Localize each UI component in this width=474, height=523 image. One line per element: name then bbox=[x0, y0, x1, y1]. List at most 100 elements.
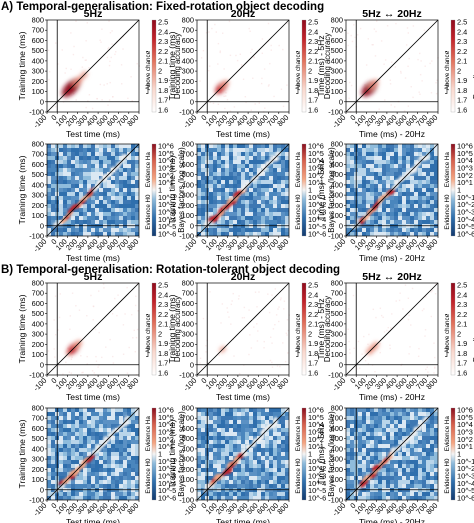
heatmap-cell bbox=[434, 476, 438, 480]
heatmap-cell bbox=[79, 172, 83, 176]
heatmap-cell bbox=[418, 408, 422, 412]
heatmap-cell bbox=[430, 408, 434, 412]
heatmap-cell bbox=[135, 148, 139, 152]
heatmap-cell bbox=[67, 228, 71, 232]
heatmap-cell bbox=[257, 204, 261, 208]
heatmap-cell bbox=[281, 156, 285, 160]
heatmap-cell bbox=[287, 352, 289, 354]
heatmap-cell bbox=[285, 164, 289, 168]
heatmap-cell bbox=[406, 160, 410, 164]
heatmap-cell bbox=[239, 53, 241, 56]
heatmap-cell bbox=[75, 212, 79, 216]
heatmap-cell bbox=[350, 84, 353, 87]
heatmap-cell bbox=[426, 196, 430, 200]
heatmap-cell bbox=[390, 432, 394, 436]
heatmap-cell bbox=[103, 212, 107, 216]
heatmap-cell bbox=[434, 356, 436, 359]
y-tick-label: 700 bbox=[331, 26, 343, 35]
heatmap-cell bbox=[422, 408, 426, 412]
heatmap-cell bbox=[281, 144, 285, 148]
heatmap-cell bbox=[67, 164, 71, 168]
heatmap-cell bbox=[115, 432, 119, 436]
heatmap-cell bbox=[47, 428, 51, 432]
heatmap-cell bbox=[63, 452, 67, 456]
diagonal-line bbox=[345, 407, 439, 501]
heatmap-cell bbox=[111, 152, 115, 156]
heatmap-cell bbox=[237, 232, 241, 236]
heatmap-cell bbox=[285, 448, 289, 452]
heatmap-cell bbox=[59, 208, 63, 212]
y-tick-label: 600 bbox=[32, 36, 44, 45]
heatmap-cell bbox=[127, 444, 131, 448]
heatmap-cell bbox=[115, 452, 119, 456]
column-title: 5Hz bbox=[84, 8, 103, 20]
heatmap-cell bbox=[265, 460, 269, 464]
colorbar-tick: 1.7 bbox=[158, 96, 168, 105]
heatmap-cell bbox=[123, 216, 127, 220]
heatmap-cell bbox=[197, 216, 201, 220]
heatmap-cell bbox=[265, 172, 269, 176]
heatmap-cell bbox=[350, 428, 354, 432]
heatmap-cell bbox=[265, 212, 269, 216]
heatmap-cell bbox=[253, 476, 257, 480]
heatmap-cell bbox=[99, 208, 103, 212]
heatmap-cell bbox=[63, 464, 67, 468]
heatmap-cell bbox=[394, 476, 398, 480]
heatmap-cell bbox=[51, 432, 55, 436]
heatmap-cell bbox=[346, 204, 350, 208]
heatmap-cell bbox=[67, 152, 71, 156]
heatmap-cell bbox=[47, 172, 51, 176]
heatmap-cell bbox=[201, 428, 205, 432]
diagonal-line bbox=[46, 143, 140, 237]
heatmap-cell bbox=[135, 424, 139, 428]
colorbar-tick: 10^-1 bbox=[158, 457, 176, 466]
heatmap-cell bbox=[217, 420, 221, 424]
heatmap-cell bbox=[367, 343, 369, 346]
heatmap-cell bbox=[366, 180, 370, 184]
heatmap-cell bbox=[286, 22, 289, 25]
heatmap-cell bbox=[254, 103, 256, 105]
heatmap-cell bbox=[358, 176, 362, 180]
heatmap-cell bbox=[358, 204, 362, 208]
heatmap-cell bbox=[95, 144, 99, 148]
heatmap-cell bbox=[123, 168, 127, 172]
heatmap-cell bbox=[241, 196, 245, 200]
heatmap-cell bbox=[225, 144, 229, 148]
heatmap-cell bbox=[51, 460, 55, 464]
heatmap-cell bbox=[406, 168, 410, 172]
column-title: 5Hz bbox=[84, 271, 103, 283]
heatmap-cell bbox=[410, 492, 414, 496]
heatmap-cell bbox=[253, 480, 257, 484]
y-tick-label: 400 bbox=[331, 180, 343, 189]
heatmap-cell bbox=[358, 367, 361, 369]
heatmap-cell bbox=[71, 160, 75, 164]
heatmap-cell bbox=[394, 208, 398, 212]
heatmap-cell bbox=[273, 472, 277, 476]
heatmap-cell bbox=[386, 484, 390, 488]
heatmap-cell bbox=[86, 355, 88, 358]
heatmap-cell bbox=[285, 192, 289, 196]
heatmap-cell bbox=[115, 440, 119, 444]
heatmap-cell bbox=[362, 468, 366, 472]
heatmap-cell bbox=[370, 452, 374, 456]
heatmap-cell bbox=[233, 468, 237, 472]
heatmap-cell bbox=[347, 328, 349, 330]
heatmap-cell bbox=[426, 216, 430, 220]
heatmap-cell bbox=[389, 347, 391, 350]
heatmap-cell bbox=[213, 232, 217, 236]
heatmap-cell bbox=[79, 232, 83, 236]
heatmap-cell bbox=[225, 408, 229, 412]
heatmap-cell bbox=[51, 188, 55, 192]
heatmap-cell bbox=[87, 148, 91, 152]
heatmap-cell bbox=[213, 144, 217, 148]
heatmap-cell bbox=[386, 480, 390, 484]
heatmap-cell bbox=[253, 156, 257, 160]
heatmap-cell bbox=[378, 168, 382, 172]
heatmap-cell bbox=[91, 107, 94, 110]
heatmap-cell bbox=[387, 326, 389, 329]
heatmap-cell bbox=[95, 440, 99, 444]
heatmap-cell bbox=[370, 448, 374, 452]
heatmap-cell bbox=[63, 144, 67, 148]
heatmap-cell bbox=[248, 353, 250, 356]
heatmap-cell bbox=[107, 480, 111, 484]
